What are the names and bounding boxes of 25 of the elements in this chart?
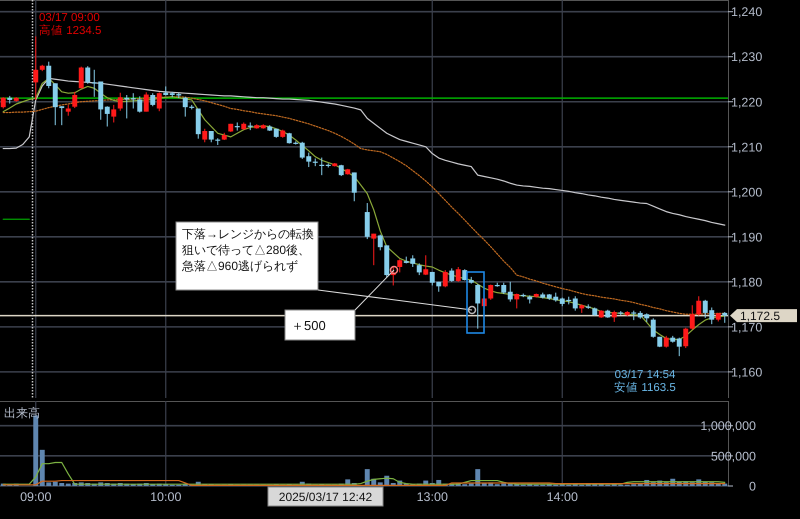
y-tick-label: 1,210 [731, 140, 762, 154]
annotation: ＋500 [291, 318, 326, 333]
y-tick-label: 1,000,000 [700, 419, 756, 434]
y-tick-label: 1,200 [731, 185, 762, 200]
y-tick-label: 500,000 [710, 449, 756, 464]
x-tick-label: 13:00 [416, 490, 448, 504]
y-tick-label: 1,230 [731, 50, 762, 64]
y-tick-label: 1,240 [731, 5, 762, 20]
x-tick-label: 10:00 [150, 490, 182, 504]
annotation: 03/17 14:54 [614, 369, 676, 381]
x-tick-label: 09:00 [20, 490, 52, 504]
annotation: 03/17 09:00 [39, 12, 100, 24]
text: 出来高 [4, 406, 40, 420]
y-tick-label: 1,160 [731, 365, 762, 380]
y-tick-label: 1,220 [731, 95, 762, 110]
y-tick-label: 1,180 [731, 275, 762, 290]
annotation: 安値 1163.5 [614, 380, 676, 394]
text: 2025/03/17 12:42 [278, 490, 373, 504]
annotation: 急落△960逃げられず [181, 259, 298, 273]
y-tick-label: 1,190 [731, 230, 762, 244]
y-tick-label: 0 [749, 480, 756, 494]
annotation: 下落→レンジからの転換 [182, 227, 314, 241]
x-tick-label: 14:00 [546, 490, 578, 504]
annotation: 高値 1234.5 [39, 23, 102, 37]
annotation: 狙いで待って△280後、 [182, 243, 310, 257]
